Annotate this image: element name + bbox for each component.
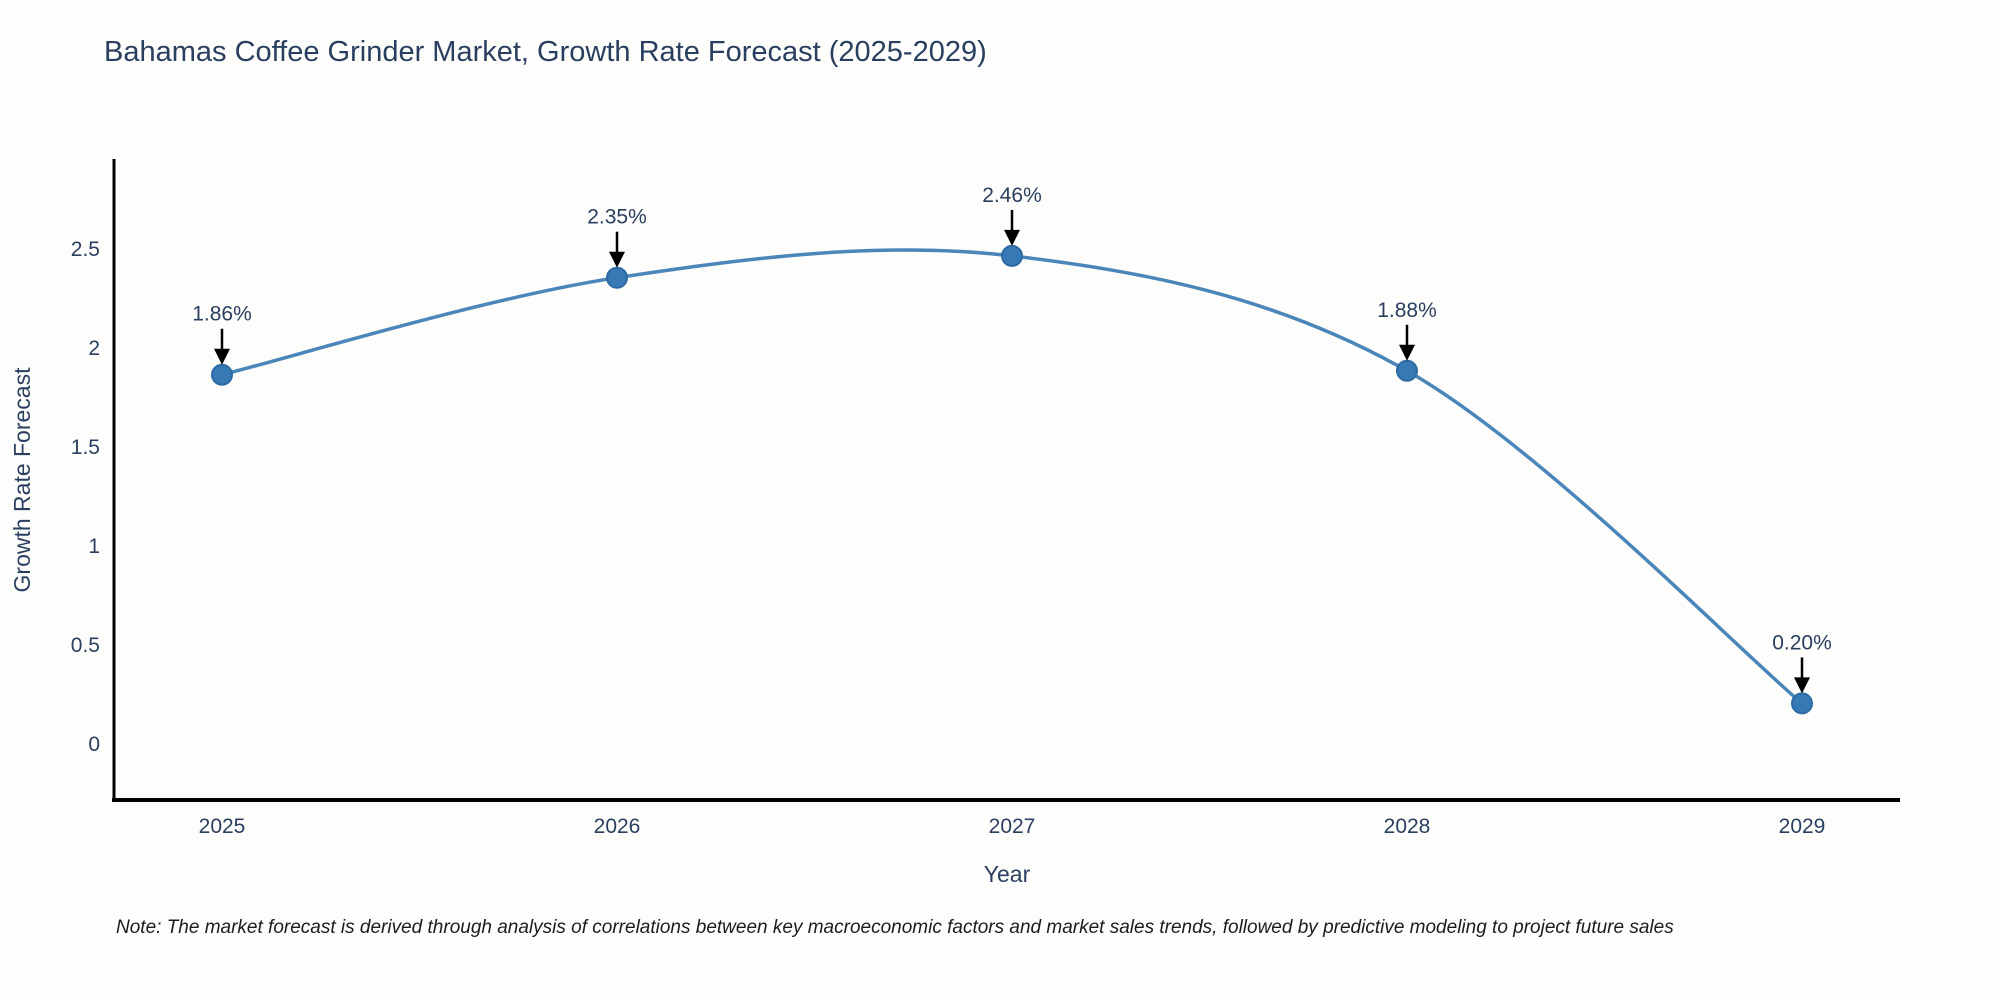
- y-tick-label: 2: [88, 337, 100, 360]
- chart-title: Bahamas Coffee Grinder Market, Growth Ra…: [104, 36, 987, 68]
- forecast-line: [221, 248, 1804, 705]
- y-tick-label: 0: [88, 733, 100, 756]
- data-point-label: 2.35%: [587, 206, 647, 229]
- data-point-marker[interactable]: [211, 363, 233, 386]
- x-tick-label: 2027: [989, 815, 1036, 838]
- data-point-label: 0.20%: [1772, 631, 1832, 654]
- x-tick-label: 2025: [199, 815, 246, 838]
- data-point-marker[interactable]: [1001, 244, 1023, 267]
- data-point-marker[interactable]: [1791, 692, 1813, 715]
- y-tick-label: 0.5: [71, 634, 100, 657]
- y-tick-label: 1: [88, 535, 100, 558]
- methodology-note: Note: The market forecast is derived thr…: [116, 917, 1674, 938]
- y-axis-title: Growth Rate Forecast: [9, 367, 35, 593]
- x-tick-label: 2026: [594, 815, 641, 838]
- x-axis-title: Year: [984, 861, 1031, 887]
- annotation-arrowhead-icon: [609, 251, 625, 268]
- y-tick-label: 1.5: [71, 436, 100, 459]
- annotation-arrowhead-icon: [1004, 229, 1020, 246]
- data-point-marker[interactable]: [1396, 359, 1418, 382]
- data-point-label: 1.88%: [1377, 299, 1437, 322]
- annotation-arrowhead-icon: [214, 348, 230, 365]
- y-tick-label: 2.5: [71, 238, 100, 261]
- data-point-marker[interactable]: [606, 266, 628, 289]
- annotation-arrowhead-icon: [1794, 677, 1810, 694]
- x-tick-label: 2029: [1779, 815, 1826, 838]
- annotation-arrowhead-icon: [1399, 344, 1415, 361]
- data-point-label: 1.86%: [192, 303, 252, 326]
- data-point-label: 2.46%: [982, 184, 1042, 207]
- x-tick-label: 2028: [1384, 815, 1431, 838]
